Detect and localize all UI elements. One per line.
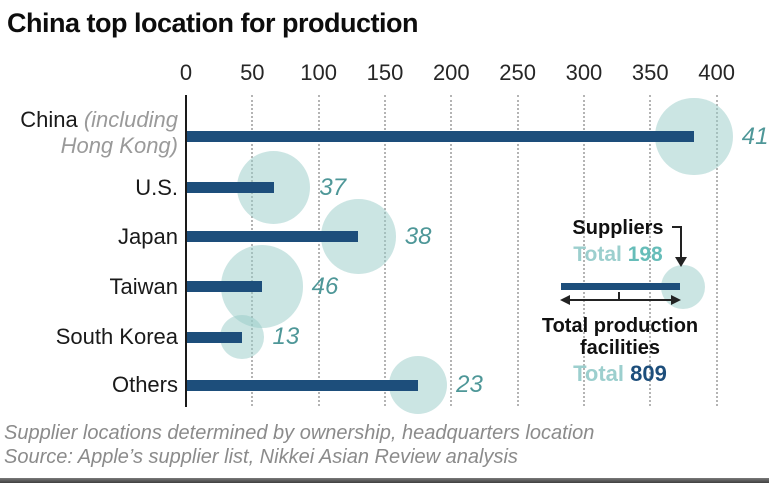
suppliers-count-label: 37	[319, 173, 347, 201]
suppliers-count-label: 38	[404, 222, 432, 250]
legend-suppliers-title: Suppliers	[572, 217, 664, 239]
x-axis-tick-label: 250	[499, 60, 536, 85]
y-axis-line	[185, 95, 187, 407]
legend-facilities-title-line1: Total production	[541, 315, 699, 337]
x-axis-tick-label: 0	[179, 60, 193, 85]
suppliers-pointer-arrowhead-icon	[675, 257, 687, 267]
gridline	[317, 95, 320, 406]
suppliers-count-label: 41	[741, 122, 769, 150]
legend-facilities-total: Total 809	[520, 361, 720, 387]
legend-facilities-title-line2: facilities	[579, 337, 661, 359]
legend-facilities-bar	[561, 283, 680, 290]
production-facilities-bar	[186, 231, 359, 242]
legend-suppliers-total: Total 198	[530, 243, 706, 267]
category-label-note: Hong Kong)	[60, 132, 178, 158]
suppliers-count-label: 23	[456, 371, 483, 398]
x-axis-tick-label: 400	[698, 60, 735, 85]
legend-facilities-total-prefix: Total	[573, 361, 625, 386]
legend-arrows	[560, 226, 687, 305]
production-facilities-bar	[186, 131, 695, 142]
chart-title: China top location for production	[7, 8, 418, 38]
x-axis-tick-label: 350	[631, 60, 669, 85]
suppliers-count-label: 46	[311, 272, 339, 300]
legend-suppliers-total-value: 198	[627, 243, 663, 266]
category-label: Taiwan	[109, 273, 178, 299]
category-label: Others	[111, 372, 178, 397]
suppliers-pointer-arrow	[672, 226, 682, 258]
footnote: Supplier locations determined by ownersh…	[4, 422, 595, 444]
facilities-span-left-arrowhead-icon	[560, 295, 570, 305]
legend-facilities-total-value: 809	[630, 361, 667, 386]
facilities-span-right-arrowhead-icon	[671, 295, 681, 305]
gridline	[516, 95, 519, 406]
production-facilities-bar	[186, 182, 274, 193]
x-axis-tick-label: 150	[366, 60, 404, 85]
x-axis-tick-label: 100	[300, 60, 337, 85]
x-axis-tick-label: 50	[240, 60, 265, 85]
category-label: South Korea	[55, 324, 178, 349]
bottom-rule	[0, 478, 769, 483]
category-label: Japan	[118, 223, 178, 249]
source-line: Source: Apple’s supplier list, Nikkei As…	[4, 446, 518, 468]
gridline	[649, 95, 652, 406]
production-facilities-bar	[186, 331, 242, 343]
x-axis-tick-label: 200	[432, 60, 470, 85]
category-label-main: China	[20, 106, 78, 132]
production-facilities-bar	[186, 379, 419, 391]
suppliers-count-label: 13	[272, 323, 300, 350]
production-facilities-bar	[186, 281, 262, 292]
legend-suppliers-total-prefix: Total	[573, 243, 622, 266]
gridline	[715, 95, 718, 406]
category-label: U.S.	[135, 174, 178, 200]
gridline	[582, 95, 585, 406]
category-label: China (including Hong Kong)	[20, 107, 178, 159]
footer: Supplier locations determined by ownersh…	[4, 421, 594, 469]
gridline	[450, 95, 453, 406]
x-axis-tick-label: 300	[565, 60, 603, 85]
category-label-note: (including	[77, 106, 178, 132]
